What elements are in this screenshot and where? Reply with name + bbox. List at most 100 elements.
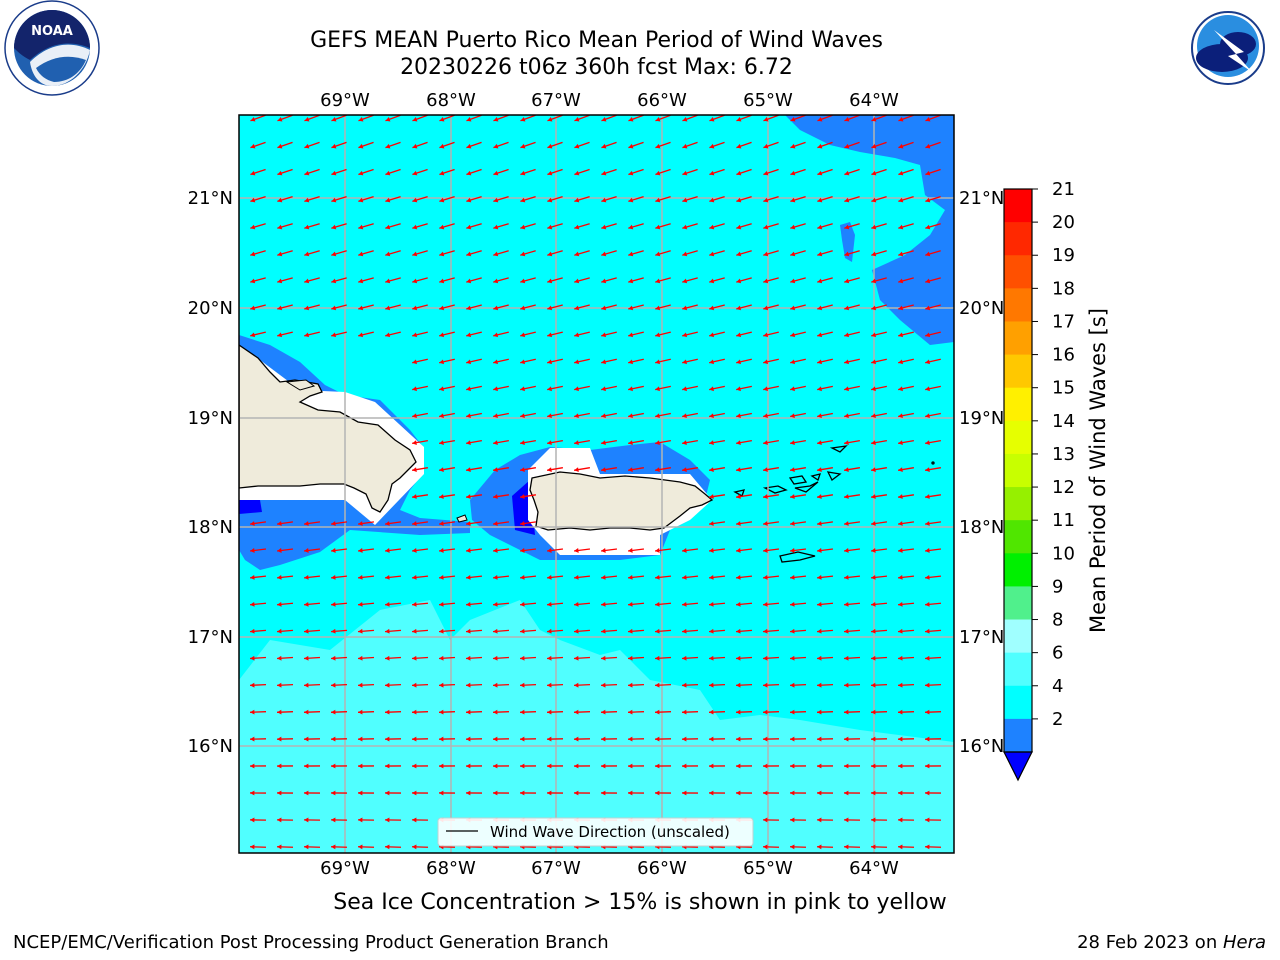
wind-wave-arrow — [358, 115, 374, 122]
wind-wave-arrow — [843, 628, 861, 634]
wind-wave-arrow — [547, 358, 563, 365]
wind-wave-arrow — [519, 601, 537, 607]
wind-wave-arrow — [276, 736, 294, 742]
wind-wave-arrow — [681, 790, 699, 796]
wind-wave-arrow — [411, 655, 429, 661]
wind-wave-arrow — [681, 601, 699, 607]
lon-label-bottom: 69°W — [320, 858, 370, 879]
colorbar-segment — [1004, 255, 1032, 289]
wind-wave-arrow — [735, 548, 753, 553]
wind-wave-arrow — [330, 628, 348, 634]
wind-wave-arrow — [736, 331, 752, 338]
wind-wave-arrow — [574, 412, 590, 419]
wind-wave-arrow — [655, 412, 671, 419]
wind-wave-arrow — [816, 790, 834, 796]
wind-wave-arrow — [871, 385, 887, 392]
wind-wave-arrow — [844, 304, 860, 311]
wind-wave-arrow — [681, 736, 699, 742]
wind-wave-arrow — [330, 655, 348, 661]
wind-wave-arrow — [547, 467, 563, 472]
wind-wave-arrow — [682, 439, 698, 446]
wind-wave-arrow — [600, 655, 618, 661]
lat-label-left: 16°N — [188, 736, 233, 757]
wind-wave-arrow — [870, 548, 888, 553]
wind-wave-arrow — [357, 817, 375, 823]
wind-wave-arrow — [870, 817, 888, 823]
wind-wave-arrow — [384, 548, 402, 553]
wind-wave-arrow — [492, 790, 510, 796]
wind-wave-arrow — [600, 790, 618, 796]
wind-wave-arrow — [843, 844, 861, 850]
wind-wave-arrow — [790, 115, 806, 122]
colorbar-tick-label: 11 — [1052, 510, 1075, 531]
wind-wave-arrow — [358, 304, 374, 311]
wind-wave-arrow — [573, 682, 591, 688]
wind-wave-arrow — [249, 601, 267, 607]
wind-wave-arrow — [546, 736, 564, 742]
wind-wave-arrow — [762, 601, 780, 607]
wind-wave-arrow — [385, 250, 401, 257]
wind-wave-arrow — [817, 385, 833, 392]
wind-wave-arrow — [384, 709, 402, 715]
wind-wave-arrow — [816, 628, 834, 634]
wind-wave-arrow — [465, 790, 483, 796]
wind-wave-arrow — [277, 277, 293, 284]
wind-wave-arrow — [600, 763, 618, 769]
wind-wave-arrow — [520, 141, 536, 149]
wind-wave-arrow — [870, 736, 888, 742]
wind-wave-arrow — [844, 115, 860, 122]
wind-wave-arrow — [816, 575, 834, 580]
wind-wave-arrow — [628, 467, 644, 472]
wind-wave-arrow — [924, 521, 942, 526]
wind-wave-arrow — [628, 358, 644, 365]
wind-wave-arrow — [816, 682, 834, 688]
wind-wave-arrow — [465, 709, 483, 715]
wind-wave-arrow — [790, 331, 806, 338]
wind-wave-arrow — [736, 304, 752, 311]
wind-wave-arrow — [735, 494, 753, 499]
wind-wave-arrow — [438, 736, 456, 742]
colorbar-tick-label: 6 — [1052, 643, 1063, 664]
wind-wave-arrow — [843, 790, 861, 796]
wind-wave-arrow — [816, 709, 834, 715]
wind-wave-arrow — [493, 141, 509, 149]
wind-wave-arrow — [465, 655, 483, 661]
wind-wave-arrow — [574, 195, 590, 203]
wind-wave-arrow — [600, 709, 618, 715]
wind-wave-arrow — [493, 195, 509, 203]
wind-wave-arrow — [601, 331, 617, 338]
wind-wave-arrow — [601, 250, 617, 257]
wind-wave-arrow — [466, 439, 482, 446]
wind-wave-arrow — [384, 682, 402, 688]
wind-wave-arrow — [385, 141, 401, 149]
wind-wave-arrow — [736, 467, 752, 472]
wind-wave-arrow — [681, 628, 699, 634]
lon-label-top: 64°W — [849, 90, 899, 111]
wind-wave-arrow — [412, 412, 428, 419]
wind-wave-arrow — [627, 575, 645, 580]
wind-wave-arrow — [925, 358, 941, 365]
wind-wave-arrow — [330, 844, 348, 850]
wind-wave-arrow — [843, 494, 861, 499]
wind-wave-arrow — [519, 494, 537, 499]
wind-wave-arrow — [520, 304, 536, 311]
wind-wave-arrow — [763, 358, 779, 365]
wind-wave-arrow — [871, 141, 887, 149]
wind-wave-arrow — [466, 168, 482, 176]
wind-wave-arrow — [681, 763, 699, 769]
wind-wave-arrow — [304, 141, 320, 149]
wind-wave-arrow — [870, 790, 888, 796]
wind-wave-arrow — [573, 790, 591, 796]
colorbar-segment — [1004, 553, 1032, 587]
wind-wave-arrow — [897, 575, 915, 580]
wind-wave-arrow — [898, 467, 914, 472]
wind-wave-arrow — [628, 250, 644, 257]
wind-wave-arrow — [276, 521, 294, 526]
wind-wave-arrow — [736, 168, 752, 176]
wind-wave-arrow — [412, 277, 428, 284]
wind-wave-arrow — [439, 304, 455, 311]
wind-wave-arrow — [439, 385, 455, 392]
wind-wave-arrow — [519, 790, 537, 796]
wind-wave-arrow — [790, 277, 806, 284]
